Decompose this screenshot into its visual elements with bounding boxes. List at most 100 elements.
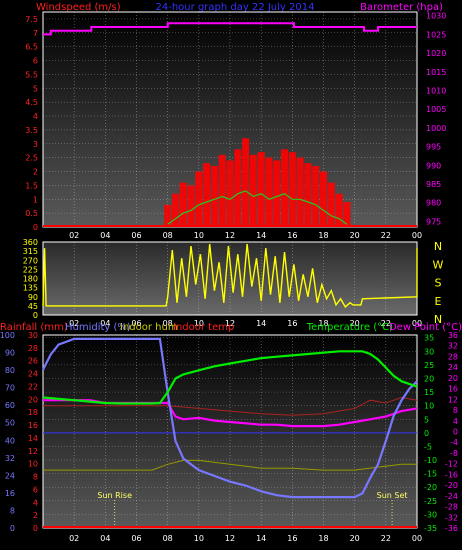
- gust-bar: [296, 157, 304, 227]
- x-tick-label: 20: [350, 534, 360, 543]
- humidity-tick-label: 16: [5, 489, 15, 498]
- compass-label: N: [434, 313, 442, 326]
- temperature-tick-label: 25: [424, 361, 434, 370]
- direction-panel-ticks: 02 04 06 08 10 12 14 16 18 20 22 000459013518022527…: [23, 238, 422, 328]
- compass-label: E: [435, 295, 442, 308]
- gust-bar: [327, 182, 335, 227]
- humidity-tick-label: 0: [10, 524, 15, 533]
- x-tick-label: 22: [381, 319, 391, 328]
- gust-bar: [249, 154, 257, 227]
- barometer-tick-label: 980: [426, 199, 441, 208]
- temperature-tick-label: -30: [424, 510, 437, 519]
- humidity-tick-label: 50: [5, 419, 15, 428]
- x-tick-label: 18: [318, 231, 328, 240]
- rainfall-tick-label: 26: [28, 357, 38, 366]
- temperature-tick-label: 0: [424, 429, 429, 438]
- rainfall-tick-label: 30: [28, 331, 38, 340]
- rainfall-tick-label: 18: [28, 408, 38, 417]
- windspeed-axis-label: Windspeed (m/s): [36, 2, 121, 13]
- x-tick-label: 22: [381, 231, 391, 240]
- humidity-line: [42, 337, 418, 499]
- rainfall-tick-label: 10: [28, 460, 38, 469]
- x-tick-label: 16: [287, 534, 297, 543]
- x-tick-label: 04: [100, 534, 110, 543]
- windspeed-tick-label: 3: [33, 140, 38, 149]
- gust-bar: [226, 160, 234, 227]
- temperature-panel-grid: [43, 335, 418, 529]
- gust-bar: [304, 163, 312, 227]
- gust-bar: [242, 138, 250, 227]
- compass-label: S: [435, 277, 442, 290]
- temperature-panel-marks: [42, 337, 418, 528]
- direction-line: [42, 243, 418, 308]
- gust-bar: [179, 182, 187, 227]
- indoor-temp-line: [43, 396, 418, 416]
- windspeed-tick-label: 3.5: [25, 126, 38, 135]
- x-tick-label: 02: [69, 534, 79, 543]
- barometer-axis-label: Barometer (hpa): [360, 2, 443, 13]
- dewpoint-tick-label: 16: [448, 385, 458, 394]
- x-tick-label: 04: [100, 231, 110, 240]
- temperature-tick-label: 5: [424, 415, 429, 424]
- x-tick-label: 10: [194, 534, 204, 543]
- indoor-hum-axis-label: Indoor hum: [120, 322, 178, 333]
- rainfall-tick-label: 16: [28, 421, 38, 430]
- barometer-tick-label: 1020: [426, 49, 446, 58]
- windspeed-tick-label: 0.5: [25, 209, 38, 218]
- rainfall-tick-label: 28: [28, 344, 38, 353]
- gust-bar: [312, 166, 320, 227]
- dewpoint-tick-label: 36: [448, 331, 458, 340]
- temperature-axis-label: Temperature (°C): [306, 322, 393, 333]
- humidity-tick-label: 90: [5, 349, 15, 358]
- dewpoint-tick-label: 24: [448, 363, 458, 372]
- x-tick-label: 06: [131, 534, 141, 543]
- gust-bar: [234, 149, 242, 227]
- windspeed-tick-label: 7.5: [25, 15, 38, 24]
- gust-bar: [218, 154, 226, 227]
- gust-bar: [273, 160, 281, 227]
- dewpoint-tick-label: -12: [445, 460, 458, 469]
- direction-tick-label: 270: [23, 256, 38, 265]
- rainfall-axis-label: Rainfall (mm): [0, 322, 68, 333]
- direction-tick-label: 135: [23, 284, 38, 293]
- gust-bar: [172, 193, 179, 227]
- gust-bar: [265, 157, 273, 227]
- sun-marker-label: Sun Rise: [97, 491, 132, 500]
- direction-panel-marks: [42, 243, 418, 308]
- dewpoint-tick-label: -24: [445, 492, 458, 501]
- direction-tick-label: 180: [23, 275, 38, 284]
- temperature-tick-label: -5: [424, 442, 432, 451]
- windspeed-line: [167, 190, 348, 225]
- windspeed-tick-label: 6: [33, 57, 38, 66]
- wind-panel-marks: [43, 22, 417, 227]
- x-tick-label: 12: [225, 534, 235, 543]
- dewpoint-tick-label: 8: [453, 406, 458, 415]
- x-tick-label: 14: [256, 231, 266, 240]
- x-tick-label: 16: [287, 319, 297, 328]
- x-tick-label: 02: [69, 231, 79, 240]
- humidity-tick-label: 60: [5, 401, 15, 410]
- windspeed-tick-label: 5.5: [25, 70, 38, 79]
- dewpoint-tick-label: -20: [445, 481, 458, 490]
- barometer-tick-label: 1010: [426, 87, 446, 96]
- barometer-tick-label: 995: [426, 143, 441, 152]
- rainfall-tick-label: 22: [28, 382, 38, 391]
- x-tick-label: 06: [131, 319, 141, 328]
- dewpoint-tick-label: 0: [453, 428, 458, 437]
- rainfall-tick-label: 6: [33, 485, 38, 494]
- x-tick-label: 22: [381, 534, 391, 543]
- x-tick-label: 12: [225, 319, 235, 328]
- dewpoint-tick-label: 32: [448, 342, 458, 351]
- windspeed-tick-label: 6.5: [25, 43, 38, 52]
- dewpoint-tick-label: -28: [445, 503, 458, 512]
- chart-title: 24-hour graph day 22 July 2014: [156, 2, 315, 13]
- dewpoint-tick-label: 12: [448, 395, 458, 404]
- rainfall-tick-label: 4: [33, 498, 38, 507]
- direction-tick-label: 45: [28, 302, 38, 311]
- rainfall-tick-label: 20: [28, 395, 38, 404]
- rainfall-tick-label: 14: [28, 434, 38, 443]
- temperature-tick-label: -20: [424, 483, 437, 492]
- x-tick-label: 14: [256, 534, 266, 543]
- gust-bar: [164, 204, 172, 227]
- gust-bar: [257, 152, 265, 227]
